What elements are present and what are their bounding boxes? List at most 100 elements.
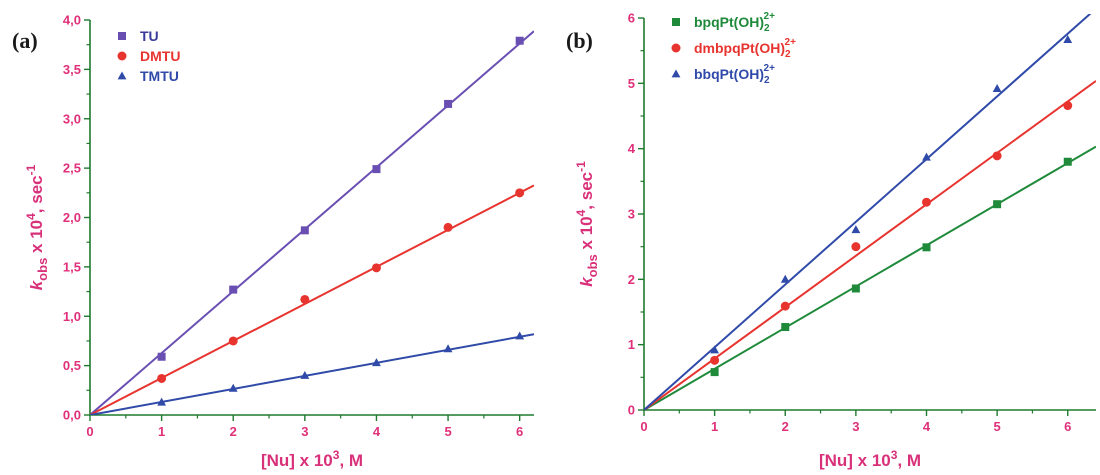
data-point — [157, 352, 166, 361]
fit-line — [90, 30, 534, 415]
fit-line — [644, 14, 1092, 410]
data-point — [780, 274, 790, 283]
data-point — [228, 336, 238, 346]
y-tick-label: 1,0 — [63, 309, 81, 324]
data-point — [300, 294, 310, 304]
x-title-prefix: [Nu] x 10 — [819, 451, 891, 470]
data-point — [1063, 35, 1073, 43]
data-point — [515, 36, 524, 45]
data-point — [443, 344, 453, 353]
x-ticks: 0 1 2 3 4 5 6 — [640, 410, 1071, 434]
legend-marker — [672, 18, 680, 26]
y-title-exp: 4 — [24, 213, 38, 220]
data-point — [710, 355, 720, 365]
legend-entry: dmbpqPt(OH)22+ — [671, 37, 796, 60]
data-point — [157, 397, 167, 406]
series-tmtu — [90, 331, 534, 415]
legend-name: bbqPt(OH) — [694, 66, 764, 82]
legend-label: TMTU — [140, 68, 179, 84]
data-point — [851, 225, 861, 234]
y-tick-label: 2 — [628, 272, 635, 287]
legend-superscript: 2+ — [785, 37, 797, 48]
data-point — [229, 285, 238, 294]
legend-subscript: 2 — [764, 75, 770, 86]
y-tick-label: 4,0 — [63, 13, 81, 28]
data-point — [1063, 101, 1073, 111]
y-title-unit: , sec — [27, 175, 46, 213]
legend-entry: DMTU — [117, 48, 180, 64]
x-tick-label: 5 — [994, 419, 1001, 434]
y-tick-label: 3 — [628, 207, 635, 222]
legend-entry: bbqPt(OH)22+ — [671, 63, 776, 86]
data-point — [157, 373, 167, 383]
x-tick-label: 2 — [782, 419, 789, 434]
data-point — [710, 345, 720, 354]
y-title-unit: , sec — [577, 172, 596, 210]
x-tick-label: 6 — [516, 424, 523, 439]
data-point — [992, 151, 1002, 161]
data-point — [780, 301, 790, 311]
y-axis-title: kobs x 104, sec-1 — [24, 164, 50, 290]
data-point — [993, 200, 1002, 209]
data-point — [851, 242, 861, 252]
legend-subscript: 2 — [785, 49, 791, 60]
legend-subscript: 2 — [764, 23, 770, 34]
legend-marker — [117, 71, 127, 80]
data-point — [515, 188, 525, 198]
y-title-unit-exp: -1 — [24, 164, 38, 175]
x-tick-label: 3 — [301, 424, 308, 439]
y-tick-label: 5 — [628, 76, 635, 91]
data-point — [300, 226, 309, 235]
legend-label: bpqPt(OH)22+ — [694, 11, 775, 34]
legend-name: TU — [140, 28, 159, 44]
data-point — [922, 243, 931, 252]
data-point — [372, 358, 381, 367]
x-ticks: 0 1 2 3 4 5 6 — [86, 415, 523, 439]
x-tick-label: 4 — [373, 424, 381, 439]
data-point — [781, 323, 790, 332]
x-tick-label: 1 — [711, 419, 718, 434]
data-point — [710, 368, 719, 377]
y-tick-label: 0,0 — [63, 408, 81, 423]
y-title-unit-exp: -1 — [574, 161, 588, 172]
y-title-mid: x 10 — [577, 216, 596, 254]
y-tick-label: 6 — [628, 11, 635, 26]
y-title-sub: obs — [585, 254, 600, 277]
legend-marker — [671, 69, 681, 78]
y-ticks: 0,0 0,5 1,0 1,5 2,0 2,5 3,0 3,5 4,0 — [63, 13, 90, 423]
data-point — [922, 197, 931, 207]
x-tick-label: 5 — [444, 424, 451, 439]
data-point — [1063, 157, 1072, 166]
y-tick-label: 2,0 — [63, 210, 81, 225]
data-point — [444, 99, 453, 108]
data-point — [372, 165, 381, 174]
fit-line — [90, 333, 534, 415]
legend-entry: bpqPt(OH)22+ — [672, 11, 775, 34]
legend-entry: TU — [118, 28, 159, 44]
legend-label: TU — [140, 28, 159, 44]
legend-marker — [118, 32, 126, 40]
y-tick-label: 4 — [628, 141, 636, 156]
legend-label: DMTU — [140, 48, 180, 64]
y-ticks: 0 1 2 3 4 5 6 — [628, 11, 644, 418]
legend-name: TMTU — [140, 68, 179, 84]
y-title-mid: x 10 — [27, 220, 46, 258]
legend-marker — [117, 51, 127, 61]
y-tick-label: 1,5 — [63, 259, 81, 274]
x-title-suffix: , M — [339, 451, 363, 470]
chart-panel-a: (a) 0 1 2 3 4 5 6 0,0 0,5 1,0 1,5 2,0 2,5 3,0 3,5 4,0 [Nu… — [12, 13, 534, 470]
legend-label: dmbpqPt(OH)22+ — [694, 37, 796, 60]
y-tick-label: 3,0 — [63, 111, 81, 126]
data-point — [515, 331, 525, 340]
x-axis-title: [Nu] x 103, M — [261, 448, 363, 470]
x-tick-label: 3 — [852, 419, 859, 434]
legend-superscript: 2+ — [764, 11, 776, 22]
series-dmbpqpt-oh — [644, 80, 1096, 410]
series-bbqpt-oh — [644, 14, 1092, 410]
data-point — [371, 263, 381, 273]
data-point — [443, 222, 453, 232]
fit-line — [644, 80, 1096, 410]
legend-superscript: 2+ — [764, 63, 776, 74]
